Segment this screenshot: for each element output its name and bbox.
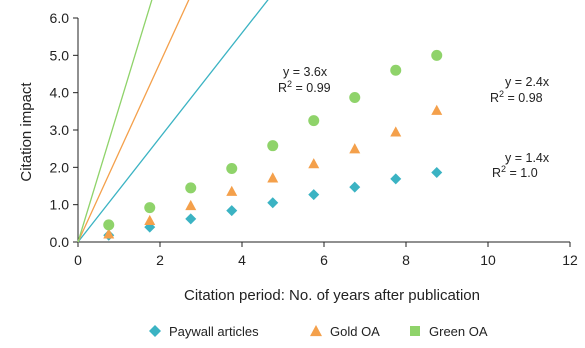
- legend-marker-gold-oa: [310, 325, 322, 337]
- r-squared-green-oa: R2 = 0.99: [278, 79, 331, 95]
- point-gold-oa: [267, 172, 279, 183]
- x-tick-label: 4: [238, 252, 246, 268]
- point-green-oa: [226, 162, 238, 174]
- point-gold-oa: [103, 228, 115, 239]
- x-tick-label: 2: [156, 252, 164, 268]
- point-paywall-articles: [431, 167, 443, 179]
- fit-lines: [77, 0, 269, 243]
- x-axis-title: Citation period: No. of years after publ…: [184, 287, 480, 304]
- legend-label-gold-oa: Gold OA: [330, 324, 380, 339]
- legend-label-green-oa: Green OA: [429, 324, 488, 339]
- point-paywall-articles: [308, 189, 320, 201]
- legend-marker-paywall-articles: [149, 325, 161, 337]
- legend-item-gold-oa: Gold OA: [310, 324, 380, 339]
- y-tick-label: 1.0: [50, 197, 70, 213]
- point-green-oa: [103, 219, 115, 231]
- point-green-oa: [267, 140, 279, 152]
- y-tick-label: 3.0: [50, 122, 70, 138]
- data-points: [103, 49, 443, 241]
- point-gold-oa: [226, 185, 238, 196]
- equation-gold-oa: y = 2.4x: [505, 75, 550, 89]
- legend-item-paywall-articles: Paywall articles: [149, 324, 259, 339]
- x-tick-label: 12: [562, 252, 578, 268]
- axes: 0.0 1.0 2.0 3.0 4.0 5.0 6.0 0 2 4 6 8 10 12: [50, 10, 578, 268]
- y-axis-title: Citation impact: [18, 82, 35, 182]
- legend-label-paywall-articles: Paywall articles: [169, 324, 259, 339]
- point-green-oa: [144, 202, 156, 214]
- equation-paywall-articles: y = 1.4x: [505, 151, 550, 165]
- x-tick-label: 6: [320, 252, 328, 268]
- point-green-oa: [431, 49, 443, 61]
- y-tick-label: 6.0: [50, 10, 70, 26]
- point-gold-oa: [349, 143, 361, 154]
- point-gold-oa: [390, 126, 402, 137]
- point-paywall-articles: [390, 173, 402, 185]
- x-tick-label: 8: [402, 252, 410, 268]
- point-paywall-articles: [226, 205, 238, 217]
- legend-item-green-oa: Green OA: [410, 324, 488, 339]
- point-green-oa: [185, 182, 197, 194]
- fit-line-gold-oa: [77, 0, 190, 243]
- fit-line-green-oa: [77, 0, 153, 243]
- point-paywall-articles: [185, 213, 197, 225]
- y-tick-label: 4.0: [50, 85, 70, 101]
- point-green-oa: [390, 64, 402, 76]
- point-gold-oa: [431, 104, 443, 115]
- x-tick-label: 10: [480, 252, 496, 268]
- point-gold-oa: [308, 158, 320, 169]
- point-green-oa: [308, 115, 320, 127]
- equation-green-oa: y = 3.6x: [283, 65, 328, 79]
- point-gold-oa: [144, 214, 156, 226]
- y-tick-label: 0.0: [50, 234, 70, 250]
- legend-marker-green-oa: [410, 326, 420, 336]
- legend: Paywall articles Gold OA Green OA: [149, 324, 488, 339]
- r-squared-paywall-articles: R2 = 1.0: [492, 164, 538, 180]
- fit-line-paywall-articles: [77, 0, 269, 243]
- x-tick-label: 0: [74, 252, 82, 268]
- point-green-oa: [349, 92, 361, 104]
- point-paywall-articles: [267, 197, 279, 209]
- point-paywall-articles: [349, 181, 361, 193]
- y-tick-label: 5.0: [50, 47, 70, 63]
- y-tick-label: 2.0: [50, 159, 70, 175]
- r-squared-gold-oa: R2 = 0.98: [490, 89, 543, 105]
- point-gold-oa: [185, 199, 197, 211]
